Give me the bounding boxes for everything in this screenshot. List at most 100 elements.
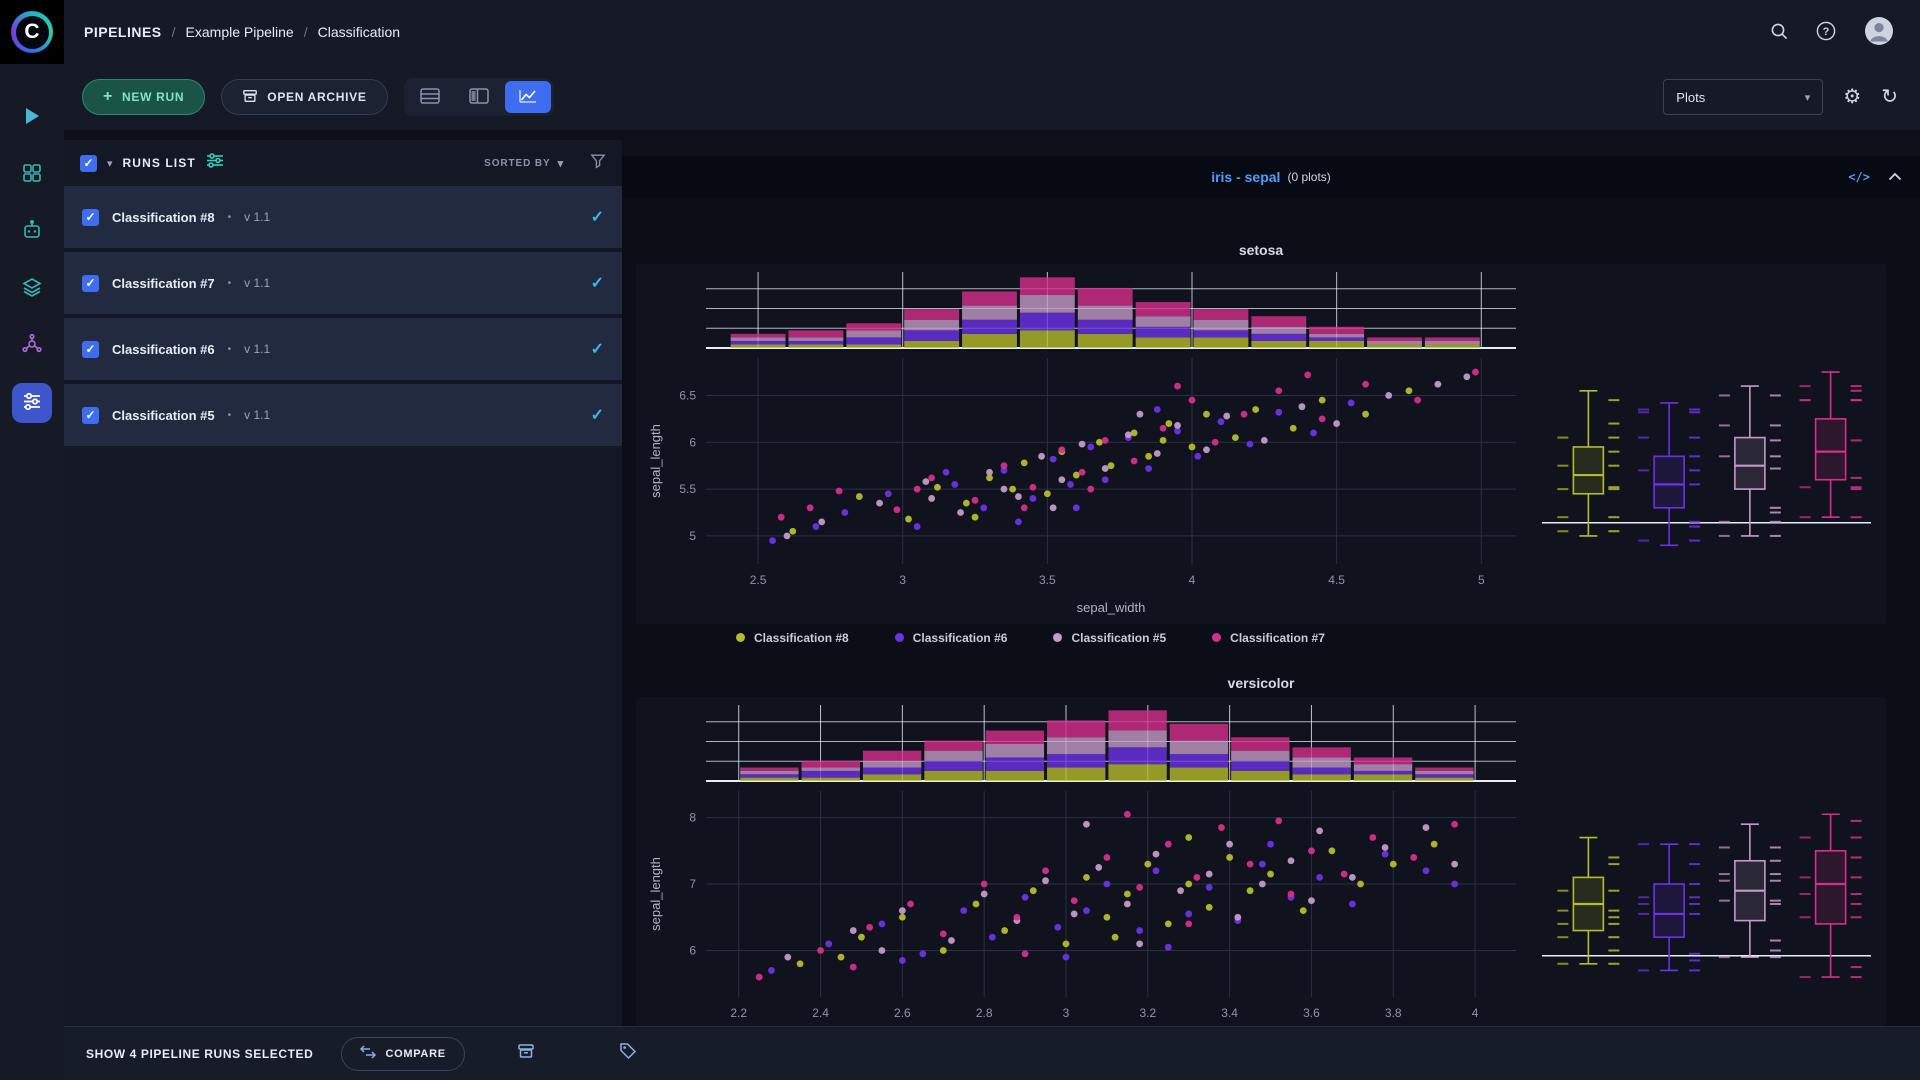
figure-legend: Classification #8 Classification #6 Clas… xyxy=(736,630,1906,645)
pipeline-toolbar: + NEW RUN OPEN ARCHIVE xyxy=(64,64,1920,130)
svg-text:2.4: 2.4 xyxy=(812,1006,829,1020)
scatter-figure-versicolor[interactable]: 2.22.42.62.833.23.43.63.84678sepal_lengt… xyxy=(636,697,1886,1026)
open-archive-label: OPEN ARCHIVE xyxy=(267,90,366,104)
table-view-icon xyxy=(420,88,440,107)
add-tag-button[interactable] xyxy=(619,1042,637,1065)
plots-count: (0 plots) xyxy=(1287,170,1330,184)
plots-view-toggle[interactable] xyxy=(505,81,551,113)
svg-text:5.5: 5.5 xyxy=(679,482,696,496)
selection-summary[interactable]: SHOW 4 PIPELINE RUNS SELECTED xyxy=(86,1047,313,1061)
legend-item[interactable]: Classification #6 xyxy=(895,631,1008,645)
run-row-classification-6[interactable]: ✓ Classification #6 • v 1.1 ✓ xyxy=(64,318,622,380)
settings-button[interactable]: ⚙ xyxy=(1843,87,1861,107)
clearml-logo-icon: C xyxy=(11,11,53,53)
svg-text:2.6: 2.6 xyxy=(894,1006,911,1020)
select-all-checkbox[interactable]: ✓ xyxy=(80,155,97,172)
layers-icon xyxy=(21,276,43,303)
run-checkbox[interactable]: ✓ xyxy=(82,407,99,424)
toolbar-right-actions: Plots ▾ ⚙ ↻ xyxy=(1663,79,1898,115)
svg-text:2.2: 2.2 xyxy=(730,1006,747,1020)
nav-datasets[interactable] xyxy=(12,155,52,195)
plots-panel: iris - sepal (0 plots) </> setosa 2.533.… xyxy=(622,156,1920,1026)
run-checkbox[interactable]: ✓ xyxy=(82,275,99,292)
runs-list-header: ✓ ▾ RUNS LIST SORTED BY ▾ xyxy=(64,140,622,186)
run-row-classification-8[interactable]: ✓ Classification #8 • v 1.1 ✓ xyxy=(64,186,622,248)
tune-icon[interactable] xyxy=(206,153,224,173)
left-nav-rail xyxy=(0,64,64,1080)
metric-view-dropdown[interactable]: Plots ▾ xyxy=(1663,79,1823,115)
nav-reports[interactable] xyxy=(12,269,52,309)
run-completed-check-icon: ✓ xyxy=(591,339,604,359)
run-name[interactable]: Classification #8 xyxy=(112,210,215,225)
line-chart-icon xyxy=(518,88,538,107)
svg-text:3.4: 3.4 xyxy=(1221,1006,1238,1020)
gear-icon: ⚙ xyxy=(1843,87,1861,107)
table-view-toggle[interactable] xyxy=(407,81,453,113)
breadcrumb-separator: / xyxy=(304,24,308,40)
run-row-classification-5[interactable]: ✓ Classification #5 • v 1.1 ✓ xyxy=(64,384,622,446)
help-button[interactable]: ? xyxy=(1816,21,1836,44)
search-button[interactable] xyxy=(1770,22,1788,43)
figure-title: setosa xyxy=(636,242,1886,264)
compare-button[interactable]: COMPARE xyxy=(341,1037,464,1071)
search-icon xyxy=(1770,22,1788,43)
plots-panel-header: iris - sepal (0 plots) </> xyxy=(622,156,1920,198)
embed-code-icon[interactable]: </> xyxy=(1848,170,1870,184)
sliders-icon xyxy=(21,390,43,417)
archive-selected-button[interactable] xyxy=(517,1042,535,1065)
run-completed-check-icon: ✓ xyxy=(591,405,604,425)
refresh-button[interactable]: ↻ xyxy=(1881,87,1898,107)
nav-orchestration[interactable] xyxy=(12,326,52,366)
svg-text:3.8: 3.8 xyxy=(1385,1006,1402,1020)
svg-text:6.5: 6.5 xyxy=(679,388,696,402)
svg-text:6: 6 xyxy=(689,943,696,957)
split-view-toggle[interactable] xyxy=(456,81,502,113)
view-toggle-group xyxy=(404,78,554,116)
sorted-by-dropdown[interactable]: SORTED BY ▾ xyxy=(484,157,564,170)
legend-item[interactable]: Classification #8 xyxy=(736,631,849,645)
run-checkbox[interactable]: ✓ xyxy=(82,341,99,358)
app-logo[interactable]: C xyxy=(0,0,64,64)
figure-versicolor: versicolor 2.22.42.62.833.23.43.63.84678… xyxy=(636,675,1906,1026)
run-name[interactable]: Classification #6 xyxy=(112,342,215,357)
legend-item[interactable]: Classification #7 xyxy=(1212,631,1325,645)
run-name[interactable]: Classification #7 xyxy=(112,276,215,291)
collapse-panel-button[interactable] xyxy=(1888,168,1902,186)
svg-text:8: 8 xyxy=(689,811,696,825)
user-menu-button[interactable] xyxy=(1864,16,1894,49)
breadcrumb-example-pipeline[interactable]: Example Pipeline xyxy=(186,24,294,40)
legend-dot-icon xyxy=(736,633,745,642)
breadcrumb-pipelines[interactable]: PIPELINES xyxy=(84,24,162,40)
plots-panel-title[interactable]: iris - sepal xyxy=(1211,169,1280,185)
chevron-down-icon: ▾ xyxy=(1805,91,1811,104)
filter-button[interactable] xyxy=(590,153,606,174)
scatter-figure-setosa[interactable]: 2.533.544.5555.566.5sepal_lengthsepal_wi… xyxy=(636,264,1886,624)
run-checkbox[interactable]: ✓ xyxy=(82,209,99,226)
legend-dot-icon xyxy=(1212,633,1221,642)
run-version: v 1.1 xyxy=(244,408,270,422)
breadcrumb-separator: / xyxy=(172,24,176,40)
run-name[interactable]: Classification #5 xyxy=(112,408,215,423)
plots-scroll-area[interactable]: setosa 2.533.544.5555.566.5sepal_lengths… xyxy=(622,198,1920,1026)
svg-text:4: 4 xyxy=(1472,1006,1479,1020)
metric-view-value: Plots xyxy=(1676,90,1705,105)
bullet-icon: • xyxy=(228,344,232,355)
hub-icon xyxy=(21,333,43,360)
nav-models[interactable] xyxy=(12,212,52,252)
breadcrumb-classification[interactable]: Classification xyxy=(318,24,400,40)
legend-item[interactable]: Classification #5 xyxy=(1053,631,1166,645)
nav-projects[interactable] xyxy=(12,98,52,138)
bullet-icon: • xyxy=(228,278,232,289)
play-icon xyxy=(21,105,43,132)
new-run-button[interactable]: + NEW RUN xyxy=(82,79,205,115)
svg-text:4: 4 xyxy=(1189,573,1196,587)
robot-icon xyxy=(21,219,43,246)
svg-text:sepal_length: sepal_length xyxy=(648,857,663,931)
open-archive-button[interactable]: OPEN ARCHIVE xyxy=(221,79,387,115)
run-row-classification-7[interactable]: ✓ Classification #7 • v 1.1 ✓ xyxy=(64,252,622,314)
svg-text:sepal_width: sepal_width xyxy=(1077,600,1146,615)
select-all-caret-icon[interactable]: ▾ xyxy=(107,157,113,170)
nav-pipelines[interactable] xyxy=(12,383,52,423)
svg-text:3.2: 3.2 xyxy=(1139,1006,1156,1020)
run-completed-check-icon: ✓ xyxy=(591,273,604,293)
